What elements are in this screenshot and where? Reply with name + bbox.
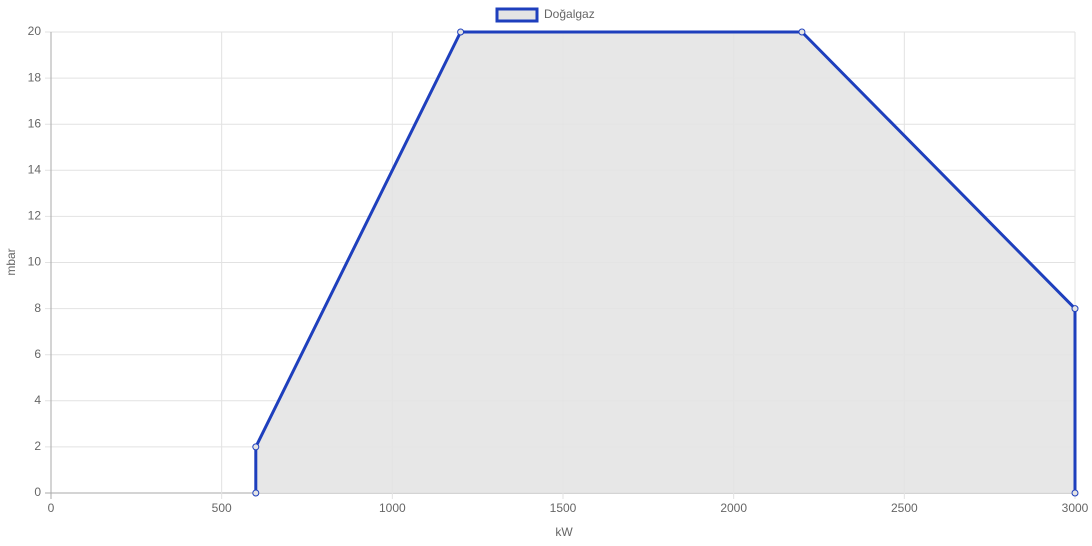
legend-label: Doğalgaz	[544, 7, 595, 21]
y-tick-label: 2	[34, 439, 41, 453]
point	[1071, 489, 1079, 497]
area	[255, 32, 1076, 493]
line	[254, 30, 1077, 493]
y-tick-label: 6	[34, 347, 41, 361]
point	[252, 443, 260, 451]
x-tick-label: 0	[48, 501, 55, 515]
x-axis-label: kW	[555, 525, 573, 539]
x-tick-label: 2500	[891, 501, 918, 515]
x-tick-label: 1000	[379, 501, 406, 515]
y-tick-label: 10	[28, 255, 42, 269]
y-tick-label: 0	[34, 485, 41, 499]
point	[252, 489, 260, 497]
x-tick-label: 500	[212, 501, 232, 515]
y-tick-label: 14	[28, 162, 42, 176]
x-tick-label: 1500	[550, 501, 577, 515]
point	[798, 28, 806, 36]
legend-swatch	[495, 7, 539, 23]
y-tick-label: 20	[28, 24, 42, 38]
point	[457, 28, 465, 36]
y-axis-label: mbar	[4, 248, 18, 275]
y-tick-label: 12	[28, 209, 42, 223]
x-tick-label: 2000	[720, 501, 747, 515]
x-tick-label: 3000	[1062, 501, 1089, 515]
point	[1071, 305, 1079, 313]
y-tick-label: 8	[34, 301, 41, 315]
y-tick-label: 16	[28, 116, 42, 130]
y-tick-label: 18	[28, 70, 42, 84]
y-tick-label: 4	[34, 393, 41, 407]
